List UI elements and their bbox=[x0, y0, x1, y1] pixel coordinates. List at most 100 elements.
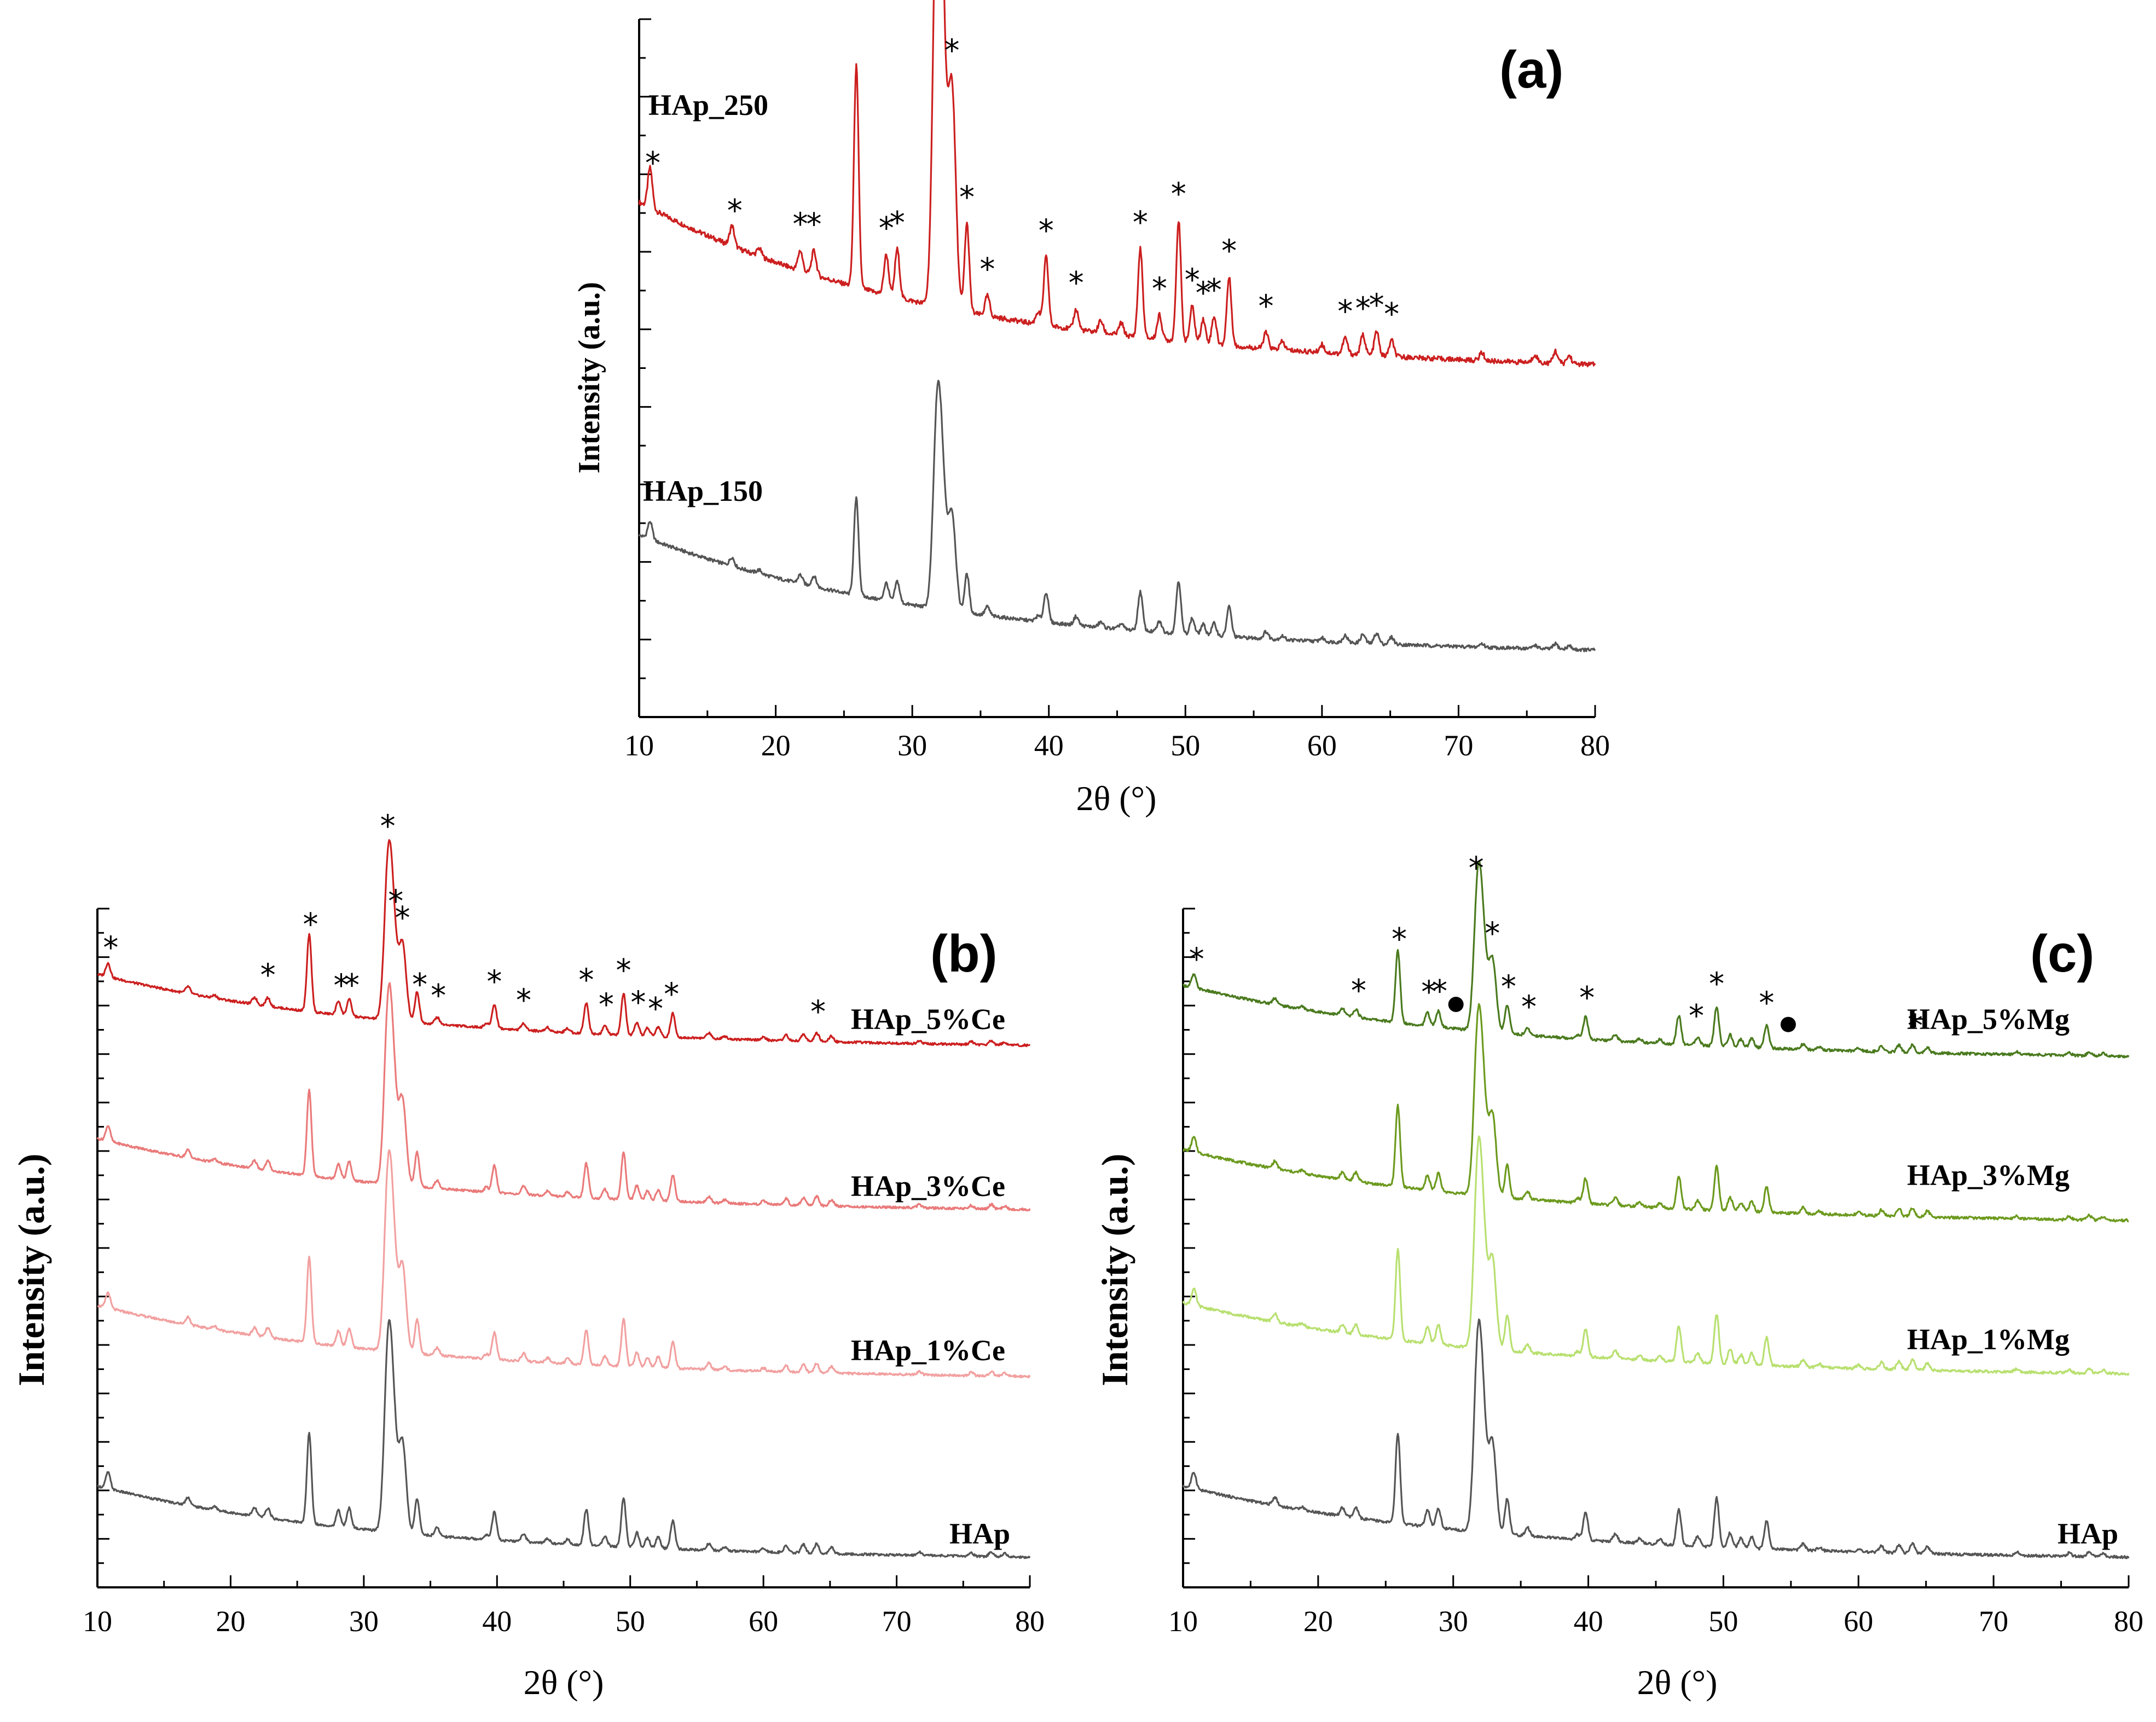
peak-marker-star: * bbox=[1384, 297, 1399, 332]
x-tick-label: 30 bbox=[1439, 1605, 1468, 1638]
peak-marker-star: * bbox=[648, 991, 663, 1027]
x-tick-label: 80 bbox=[1580, 729, 1610, 762]
x-tick-label: 20 bbox=[1303, 1605, 1333, 1638]
peak-marker-star: * bbox=[1421, 975, 1436, 1010]
peak-marker-star: * bbox=[1908, 1008, 1923, 1044]
peak-marker-star: * bbox=[1133, 205, 1148, 240]
peak-marker-star: * bbox=[1152, 271, 1167, 307]
series-label-hap-1ce: HAp_1%Ce bbox=[851, 1334, 1005, 1367]
peak-marker-star: * bbox=[727, 193, 743, 229]
series-line-HAp_1%Ce bbox=[97, 1149, 1031, 1379]
x-tick-label: 70 bbox=[1444, 729, 1473, 762]
peak-marker-star: * bbox=[412, 967, 427, 1003]
panel-c: 10 20 30 40 50 60 70 80********* ***** (c) 2θ (°… bbox=[1094, 851, 2143, 1702]
peak-marker-star: * bbox=[1501, 969, 1516, 1004]
peak-marker-star: * bbox=[1432, 974, 1447, 1009]
peak-marker-dot bbox=[1448, 996, 1464, 1012]
series-label-hap-5ce: HAp_5%Ce bbox=[851, 1003, 1005, 1036]
peak-marker-star: * bbox=[1221, 234, 1237, 269]
series-label-hap-b: HAp bbox=[949, 1517, 1010, 1550]
x-tick-label: 20 bbox=[216, 1605, 245, 1638]
x-tick-label: 60 bbox=[1307, 729, 1337, 762]
x-tick-label: 10 bbox=[1168, 1605, 1198, 1638]
y-axis-title-b: Intensity (a.u.) bbox=[10, 1153, 52, 1386]
peak-marker-star: * bbox=[959, 180, 975, 215]
panel-b: 10 20 30 40 50 60 70 80********* * ****** * * * (b) … bbox=[10, 809, 1045, 1702]
plot-area-c: 10 20 30 40 50 60 70 80********* ***** bbox=[1168, 851, 2143, 1638]
peak-marker-star: * bbox=[388, 883, 403, 919]
x-tick-label: 50 bbox=[616, 1605, 645, 1638]
peak-marker-star: * bbox=[1392, 922, 1407, 957]
x-tick-label: 60 bbox=[749, 1605, 778, 1638]
peak-marker-star: * bbox=[333, 968, 349, 1003]
x-tick-label: 40 bbox=[482, 1605, 512, 1638]
x-tick-label: 30 bbox=[349, 1605, 379, 1638]
peak-marker-star: * bbox=[1337, 294, 1353, 330]
peak-marker-star: * bbox=[1185, 262, 1200, 298]
series-label-hap-3mg: HAp_3%Mg bbox=[1907, 1159, 2070, 1192]
peak-marker-star: * bbox=[1189, 941, 1204, 977]
peak-marker-star: * bbox=[103, 931, 118, 966]
peak-marker-star: * bbox=[599, 987, 614, 1022]
peak-marker-star: * bbox=[879, 211, 894, 246]
panel-label-a: (a) bbox=[1499, 41, 1563, 99]
peak-marker-star: * bbox=[1521, 990, 1537, 1025]
peak-marker-star: * bbox=[1171, 177, 1186, 212]
x-tick-label: 80 bbox=[1015, 1605, 1045, 1638]
series-line-HAp_1%Mg bbox=[1182, 1135, 2130, 1376]
x-tick-label: 50 bbox=[1170, 729, 1200, 762]
peak-marker-star: * bbox=[1355, 291, 1371, 327]
y-axis-title-a: Intensity (a.u.) bbox=[572, 282, 606, 473]
peak-marker-star: * bbox=[380, 809, 396, 845]
peak-marker-star: * bbox=[431, 978, 446, 1014]
peak-marker-star: * bbox=[1469, 851, 1484, 886]
series-line-HAp_250 bbox=[638, 0, 1596, 367]
peak-marker-star: * bbox=[630, 985, 646, 1021]
series-label-hap-c: HAp bbox=[2058, 1517, 2118, 1550]
series-label-hap-1mg: HAp_1%Mg bbox=[1907, 1323, 2070, 1356]
x-tick-label: 40 bbox=[1574, 1605, 1603, 1638]
series-line-HAp_5%Mg bbox=[1182, 860, 2130, 1059]
series-line-HAp_5%Ce bbox=[97, 839, 1031, 1048]
x-tick-label: 70 bbox=[882, 1605, 912, 1638]
peak-marker-star: * bbox=[1485, 916, 1500, 952]
panel-a: 1020304050607080************************… bbox=[572, 0, 1610, 818]
peak-marker-star: * bbox=[980, 252, 995, 287]
peak-marker-star: * bbox=[664, 977, 679, 1013]
panel-label-b: (b) bbox=[930, 924, 998, 983]
plot-area-b: 10 20 30 40 50 60 70 80********* * ****** * * * bbox=[83, 809, 1045, 1638]
peak-marker-star: * bbox=[1689, 998, 1704, 1034]
plot-area-a: 1020304050607080************************… bbox=[624, 0, 1610, 762]
peak-marker-star: * bbox=[1759, 986, 1774, 1021]
peak-marker-star: * bbox=[806, 207, 821, 242]
peak-marker-star: * bbox=[1369, 288, 1384, 323]
peak-marker-star: * bbox=[1069, 265, 1084, 301]
series-line-HAp_3%Mg bbox=[1183, 1003, 2129, 1223]
series-label-hap-3ce: HAp_3%Ce bbox=[851, 1170, 1005, 1203]
peak-marker-star: * bbox=[1259, 288, 1274, 324]
peak-marker-star: * bbox=[616, 953, 631, 989]
peak-marker-star: * bbox=[1207, 273, 1222, 308]
peak-marker-star: * bbox=[890, 205, 905, 241]
peak-marker-star: * bbox=[645, 146, 660, 181]
peak-marker-star: * bbox=[1579, 980, 1595, 1016]
x-tick-label: 70 bbox=[1979, 1605, 2008, 1638]
peak-marker-star: * bbox=[1039, 213, 1054, 249]
x-axis-title-c: 2θ (°) bbox=[1637, 1663, 1718, 1702]
peak-marker-star: * bbox=[1196, 275, 1211, 311]
series-label-hap-250: HAp_250 bbox=[648, 89, 768, 122]
x-tick-label: 60 bbox=[1844, 1605, 1873, 1638]
peak-marker-star: * bbox=[1351, 973, 1366, 1009]
peak-marker-star: * bbox=[395, 900, 410, 936]
x-axis-title-a: 2θ (°) bbox=[1076, 779, 1157, 818]
panel-label-c: (c) bbox=[2030, 924, 2094, 983]
series-line-HAp bbox=[96, 1319, 1031, 1559]
x-tick-label: 20 bbox=[761, 729, 791, 762]
peak-marker-star: * bbox=[792, 207, 808, 242]
peak-marker-star: * bbox=[260, 957, 276, 993]
x-tick-label: 50 bbox=[1708, 1605, 1738, 1638]
peak-marker-star: * bbox=[303, 907, 318, 943]
series-line-HAp_150 bbox=[638, 379, 1596, 652]
x-tick-label: 40 bbox=[1034, 729, 1064, 762]
